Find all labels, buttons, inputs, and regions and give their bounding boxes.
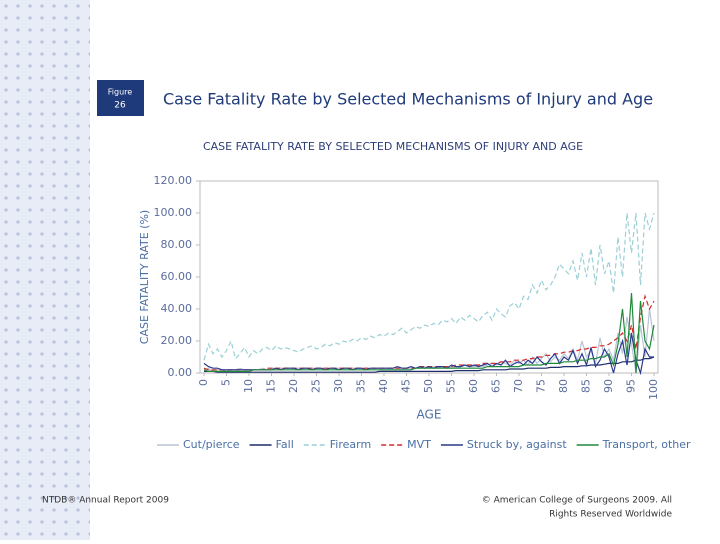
- series-line: [203, 293, 655, 371]
- x-tick-label: 25: [310, 379, 323, 393]
- x-tick-label: 0: [197, 379, 210, 386]
- footer-right: Rights Reserved Worldwide: [549, 510, 672, 520]
- footer-left: NTDB® Annual Report 2009: [42, 496, 169, 506]
- x-tick-label: 60: [467, 379, 480, 393]
- x-tick-label: 20: [287, 379, 300, 393]
- x-tick-label: 15: [265, 379, 278, 393]
- x-tick-label: 35: [355, 379, 368, 393]
- x-tick-label: 55: [445, 379, 458, 393]
- slide-title: Case Fatality Rate by Selected Mechanism…: [163, 90, 653, 109]
- x-tick-label: 70: [512, 379, 525, 393]
- y-tick-label: 120.00: [154, 174, 193, 187]
- x-tick-label: 10: [242, 379, 255, 393]
- x-tick-label: 50: [422, 379, 435, 393]
- legend-label: Transport, other: [602, 438, 691, 451]
- x-axis-label: AGE: [417, 408, 442, 422]
- series-line: [203, 212, 655, 361]
- series-line: [204, 356, 655, 373]
- legend-label: Cut/pierce: [183, 438, 240, 451]
- y-axis-label: CASE FATALITY RATE (%): [138, 210, 151, 344]
- x-tick-label: 30: [332, 379, 345, 393]
- x-tick-label: 90: [602, 379, 615, 393]
- figure-label: Figure: [108, 88, 133, 97]
- x-tick-label: 100: [647, 379, 660, 400]
- plot-frame: [199, 180, 659, 374]
- legend-label: Struck by, against: [467, 438, 567, 451]
- chart-title: CASE FATALITY RATE BY SELECTED MECHANISM…: [203, 140, 583, 153]
- legend-label: Fall: [276, 438, 294, 451]
- legend-label: Firearm: [330, 438, 371, 451]
- x-tick-label: 85: [580, 379, 593, 393]
- x-tick-label: 5: [220, 379, 233, 386]
- legend-label: MVT: [407, 438, 431, 451]
- x-tick-label: 75: [535, 379, 548, 393]
- y-tick-label: 20.00: [161, 334, 193, 347]
- y-tick-label: 0.00: [168, 366, 193, 379]
- x-tick-label: 80: [557, 379, 570, 393]
- y-tick-label: 100.00: [154, 206, 193, 219]
- side-dots: [0, 0, 90, 540]
- x-tick-label: 40: [377, 379, 390, 393]
- x-tick-label: 45: [400, 379, 413, 393]
- y-tick-label: 60.00: [161, 270, 193, 283]
- x-tick-label: 65: [490, 379, 503, 393]
- x-tick-label: 95: [625, 379, 638, 393]
- series-line: [203, 292, 655, 374]
- footer-right: © American College of Surgeons 2009. All: [482, 496, 672, 506]
- y-tick-label: 80.00: [161, 238, 193, 251]
- figure-number: 26: [114, 101, 126, 111]
- series-line: [203, 332, 654, 376]
- figure-box: [97, 80, 144, 116]
- y-tick-label: 40.00: [161, 302, 193, 315]
